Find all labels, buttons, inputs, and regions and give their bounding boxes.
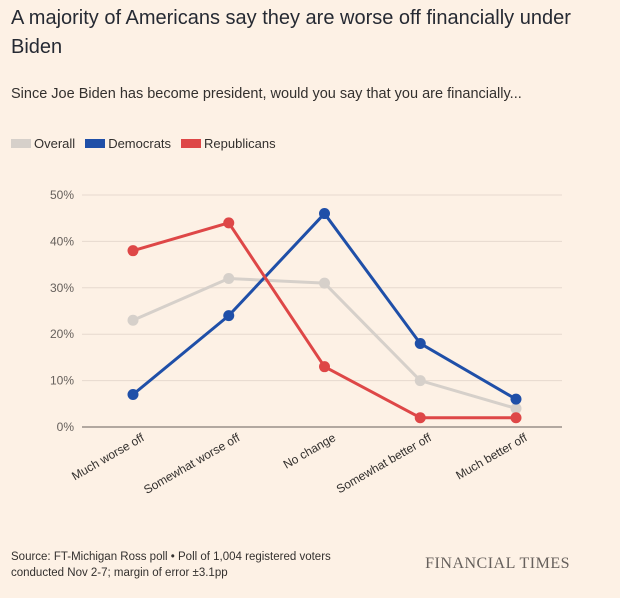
source-line-2: conducted Nov 2-7; margin of error ±3.1p… xyxy=(11,567,228,579)
x-tick-label: Somewhat worse off xyxy=(141,430,243,497)
y-tick-label: 20% xyxy=(50,327,74,341)
source-line-1: Source: FT-Michigan Ross poll • Poll of … xyxy=(11,551,331,563)
legend-swatch-democrats xyxy=(85,139,106,148)
brand-logo: FINANCIAL TIMES xyxy=(425,555,570,572)
y-tick-label: 0% xyxy=(57,420,75,434)
legend: Overall Democrats Republicans xyxy=(11,136,286,151)
x-tick-label: No change xyxy=(281,430,339,471)
chart-title: A majority of Americans say they are wor… xyxy=(11,7,571,58)
data-point-overall xyxy=(127,314,139,326)
data-point-republicans xyxy=(223,217,235,229)
y-tick-label: 50% xyxy=(50,188,74,202)
legend-item-democrats: Democrats xyxy=(85,136,171,151)
data-point-democrats xyxy=(414,337,426,349)
series-line-overall xyxy=(132,277,517,410)
data-point-overall xyxy=(223,273,235,285)
y-tick-label: 40% xyxy=(50,234,74,248)
series-line-republicans xyxy=(132,221,516,420)
data-point-democrats xyxy=(127,389,139,401)
chart-subtitle: Since Joe Biden has become president, wo… xyxy=(11,86,522,102)
legend-swatch-republicans xyxy=(181,139,202,148)
x-tick-label: Much worse off xyxy=(69,430,147,483)
data-point-overall xyxy=(414,375,426,387)
legend-item-overall: Overall xyxy=(11,136,75,151)
legend-swatch-overall xyxy=(11,139,31,148)
data-point-democrats xyxy=(510,393,522,405)
data-point-democrats xyxy=(319,208,330,220)
legend-label-democrats: Democrats xyxy=(108,136,172,151)
legend-item-republicans: Republicans xyxy=(181,136,276,151)
data-point-republicans xyxy=(127,245,139,257)
data-point-democrats xyxy=(223,310,235,322)
x-tick-label: Much better off xyxy=(453,430,530,482)
y-tick-label: 10% xyxy=(50,374,74,388)
legend-label-overall: Overall xyxy=(34,136,76,151)
x-tick-label: Somewhat better off xyxy=(334,430,434,496)
data-point-republicans xyxy=(414,412,426,424)
source-note: Source: FT-Michigan Ross poll • Poll of … xyxy=(11,549,381,581)
data-point-overall xyxy=(319,277,330,289)
data-point-overall xyxy=(510,402,522,414)
data-point-republicans xyxy=(319,361,330,373)
legend-label-republicans: Republicans xyxy=(204,136,276,151)
data-point-republicans xyxy=(510,412,522,424)
y-tick-label: 30% xyxy=(50,281,74,295)
